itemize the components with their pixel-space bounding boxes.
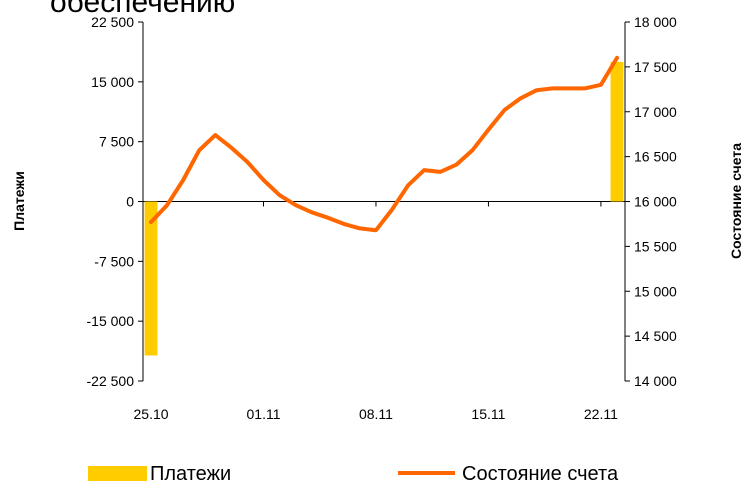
y-tick-label: 22 500 bbox=[91, 14, 134, 30]
y-tick-label: -7 500 bbox=[94, 253, 134, 269]
y2-tick-label: 17 500 bbox=[634, 59, 677, 75]
x-tick-label: 01.11 bbox=[247, 406, 281, 422]
chart-title: обеспечению bbox=[50, 0, 235, 19]
y2-tick-label: 16 500 bbox=[634, 149, 677, 165]
y2-tick-label: 15 000 bbox=[634, 283, 677, 299]
y2-tick-label: 14 500 bbox=[634, 328, 677, 344]
y-tick-label: -22 500 bbox=[87, 373, 135, 389]
y2-tick-label: 14 000 bbox=[634, 373, 677, 389]
y-tick-label: -15 000 bbox=[87, 313, 135, 329]
legend-label: Состояние счета bbox=[462, 463, 619, 485]
bar bbox=[144, 201, 158, 356]
y2-tick-label: 16 000 bbox=[634, 194, 677, 210]
x-tick-label: 25.10 bbox=[134, 406, 169, 422]
y2-tick-label: 15 500 bbox=[634, 238, 677, 254]
y2-tick-label: 17 000 bbox=[634, 104, 677, 120]
legend-swatch bbox=[88, 466, 147, 481]
line bbox=[149, 55, 619, 233]
bar bbox=[610, 61, 624, 202]
y2-tick-label: 18 000 bbox=[634, 14, 677, 30]
y-tick-label: 7 500 bbox=[99, 134, 134, 150]
y-tick-label: 0 bbox=[126, 194, 134, 210]
legend-label: Платежи bbox=[150, 463, 231, 485]
y-axis-label: Платежи bbox=[11, 171, 27, 231]
y2-axis-label: Состояние счета bbox=[728, 143, 744, 259]
x-tick-label: 15.11 bbox=[471, 406, 505, 422]
y-tick-label: 15 000 bbox=[91, 74, 134, 90]
x-tick-label: 22.11 bbox=[584, 406, 618, 422]
x-tick-label: 08.11 bbox=[359, 406, 393, 422]
